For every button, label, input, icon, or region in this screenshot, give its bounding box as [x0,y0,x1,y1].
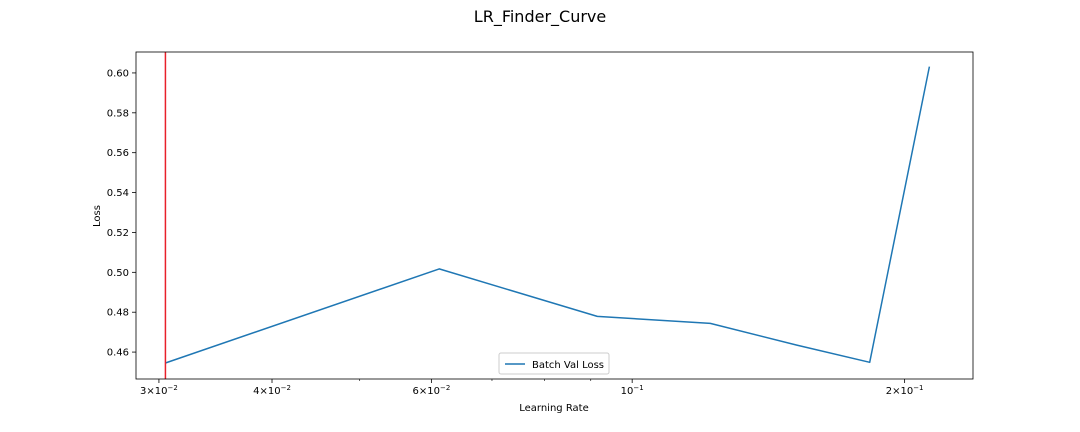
y-tick-label: 0.50 [107,268,129,279]
x-tick-label: 2×10−1 [886,384,924,397]
y-tick-label: 0.58 [107,108,129,119]
x-tick-label: 10−1 [621,384,644,397]
chart-title: LR_Finder_Curve [474,7,606,27]
x-axis-label: Learning Rate [519,403,589,414]
y-tick-label: 0.46 [107,348,129,359]
x-axis: 3×10−2 4×10−2 6×10−2 10−1 2×10−1 [140,379,924,397]
y-tick-label: 0.60 [107,68,129,79]
y-axis-label: Loss [92,205,103,227]
series-line-0 [165,66,931,364]
legend-label: Batch Val Loss [532,360,604,371]
legend: Batch Val Loss [498,352,610,375]
legend-box [498,352,610,375]
y-axis: 0.46 0.48 0.50 0.52 0.54 0.56 0.58 0.60 [107,68,136,359]
y-tick-label: 0.52 [107,228,129,239]
y-tick-label: 0.54 [107,188,129,199]
x-tick-label: 3×10−2 [140,384,178,397]
axes-frame [135,51,974,380]
y-tick-label: 0.56 [107,148,129,159]
x-tick-label: 6×10−2 [412,384,450,397]
y-tick-label: 0.48 [107,308,129,319]
plot-area [164,52,931,379]
x-tick-label: 4×10−2 [253,384,291,397]
